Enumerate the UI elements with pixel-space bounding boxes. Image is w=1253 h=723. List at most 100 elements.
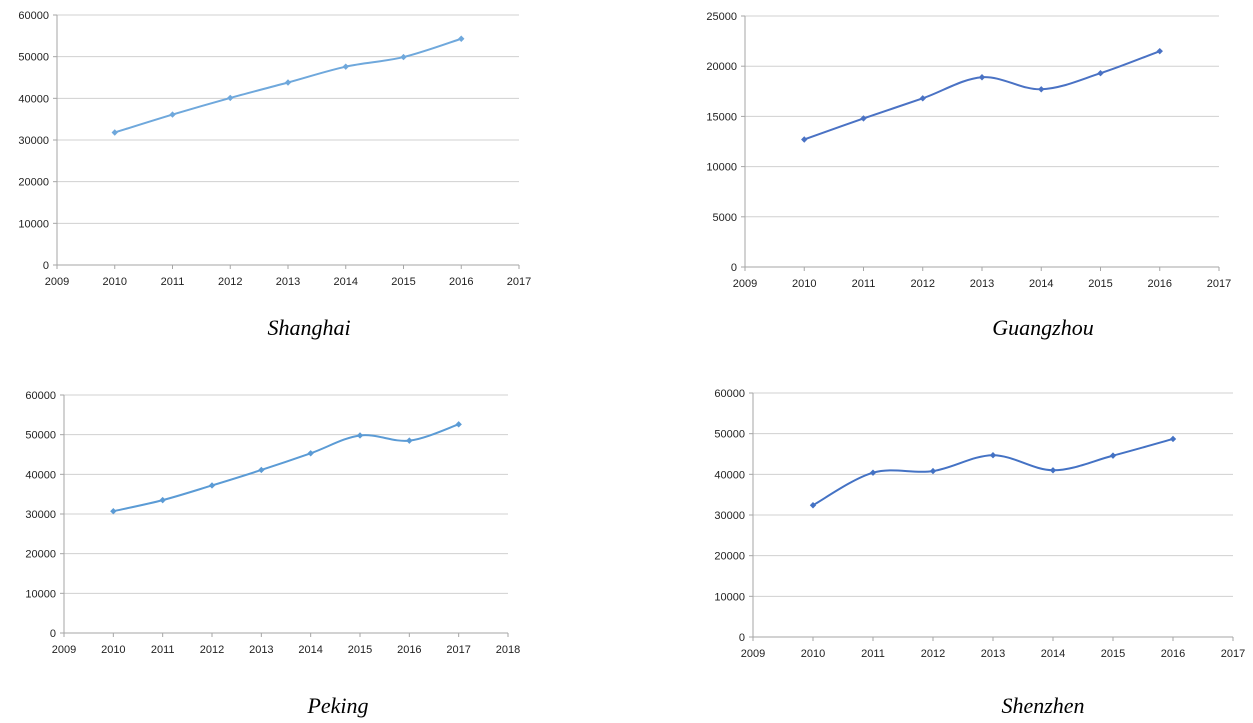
data-point [111, 129, 118, 136]
y-tick-label: 30000 [714, 510, 745, 522]
y-tick-label: 20000 [25, 549, 56, 561]
data-point [208, 482, 216, 489]
data-point [809, 502, 817, 509]
data-point [860, 115, 867, 122]
data-point [1109, 452, 1117, 459]
x-tick-label: 2013 [276, 276, 300, 288]
x-tick-label: 2013 [249, 644, 273, 656]
x-tick-label: 2015 [391, 276, 415, 288]
chart-4: 2009 2010 2011 2012 2013 2014 2015 2016 2017 0 100… [714, 388, 1245, 718]
x-tick-label: 2016 [449, 276, 473, 288]
y-tick-label: 10000 [18, 218, 49, 230]
x-tick-label: 2017 [507, 276, 531, 288]
y-tick-label: 60000 [25, 390, 56, 402]
data-point [169, 111, 176, 118]
x-tick-label: 2009 [741, 648, 765, 660]
y-tick-label: 50000 [18, 52, 49, 64]
x-tick-label: 2011 [161, 276, 185, 288]
x-tick-label: 2014 [1029, 278, 1053, 290]
data-point [258, 466, 265, 474]
x-tick-label: 2013 [970, 278, 994, 290]
data-point [978, 74, 986, 81]
x-tick-label: 2010 [801, 648, 825, 660]
data-point [1038, 86, 1045, 93]
x-tick-label: 2012 [200, 644, 224, 656]
data-point [458, 35, 465, 42]
data-point [342, 63, 349, 70]
data-point [801, 136, 808, 143]
y-tick-label: 25000 [706, 11, 737, 23]
data-point [989, 452, 997, 459]
data-point [869, 469, 877, 476]
chart-2: 2009 2010 2011 2012 2013 2014 2015 2016 2017 0 500… [706, 11, 1231, 340]
series-line [812, 437, 1174, 507]
x-tick-label: 2017 [1207, 278, 1231, 290]
data-point [227, 94, 234, 102]
x-tick-label: 2016 [1161, 648, 1185, 660]
x-tick-label: 2014 [1041, 648, 1065, 660]
x-tick-label: 2014 [334, 276, 358, 288]
x-tick-label: 2009 [45, 276, 69, 288]
y-tick-label: 20000 [714, 551, 745, 563]
chart-caption: Shenzhen [1001, 693, 1084, 718]
x-tick-label: 2011 [852, 278, 876, 290]
y-tick-label: 50000 [714, 429, 745, 441]
y-tick-label: 40000 [25, 469, 56, 481]
data-point [1156, 47, 1163, 55]
y-tick-label: 40000 [714, 469, 745, 481]
x-tick-label: 2015 [348, 644, 372, 656]
x-tick-label: 2015 [1088, 278, 1112, 290]
x-tick-label: 2012 [911, 278, 935, 290]
y-tick-label: 60000 [18, 10, 49, 22]
data-point [929, 467, 937, 475]
y-tick-label: 40000 [18, 93, 49, 105]
x-tick-label: 2010 [101, 644, 125, 656]
x-tick-label: 2017 [446, 644, 470, 656]
series-line [113, 423, 459, 513]
x-tick-label: 2013 [981, 648, 1005, 660]
x-tick-label: 2010 [792, 278, 816, 290]
x-tick-label: 2015 [1101, 648, 1125, 660]
x-tick-label: 2016 [1148, 278, 1172, 290]
x-tick-label: 2012 [921, 648, 945, 660]
x-tick-label: 2016 [397, 644, 421, 656]
y-tick-label: 10000 [714, 591, 745, 603]
y-tick-label: 0 [43, 260, 49, 272]
data-point [455, 421, 462, 428]
chart-caption: Peking [306, 693, 368, 718]
x-tick-label: 2011 [151, 644, 175, 656]
y-tick-label: 60000 [714, 388, 745, 400]
x-tick-label: 2014 [298, 644, 322, 656]
y-tick-label: 20000 [706, 61, 737, 73]
data-point [406, 437, 413, 444]
y-tick-label: 10000 [25, 588, 56, 600]
y-tick-label: 30000 [25, 509, 56, 521]
y-tick-label: 30000 [18, 135, 49, 147]
x-tick-label: 2009 [52, 644, 76, 656]
x-tick-label: 2010 [103, 276, 127, 288]
y-tick-label: 50000 [25, 430, 56, 442]
y-tick-label: 0 [739, 632, 745, 644]
chart-caption: Shanghai [267, 315, 350, 340]
data-point [356, 432, 364, 439]
data-point [1049, 467, 1057, 474]
x-tick-label: 2012 [218, 276, 242, 288]
y-tick-label: 10000 [706, 162, 737, 174]
y-tick-label: 0 [50, 628, 56, 640]
data-point [284, 79, 292, 86]
series-line [803, 50, 1161, 141]
chart-3: 2009 2010 2011 2012 2013 2014 2015 2016 2017 2018… [25, 390, 520, 718]
data-point [919, 95, 926, 102]
chart-1: 2009 2010 2011 2012 2013 2014 2015 2016 2017 0 100… [18, 10, 531, 340]
x-tick-label: 2011 [861, 648, 885, 660]
x-tick-label: 2017 [1221, 648, 1245, 660]
data-point [1097, 70, 1104, 77]
data-point [110, 508, 117, 515]
y-tick-label: 5000 [713, 212, 737, 224]
data-point [400, 53, 407, 61]
y-tick-label: 0 [731, 262, 737, 274]
x-tick-label: 2018 [496, 644, 520, 656]
data-point [1169, 435, 1177, 443]
data-point [159, 496, 166, 504]
